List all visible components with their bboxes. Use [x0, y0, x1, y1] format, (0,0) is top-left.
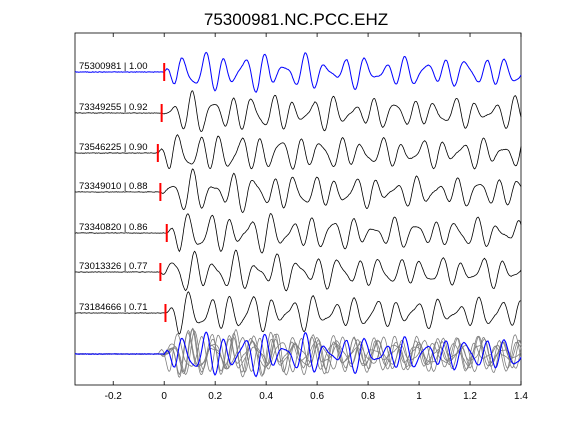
trace-line	[74, 168, 522, 214]
x-tick-label: 0.4	[259, 391, 273, 402]
trace-line	[74, 134, 522, 170]
x-tick-label: 1.2	[463, 391, 477, 402]
chart-title: 75300981.NC.PCC.EHZ	[204, 10, 388, 29]
trace-label: 73184666 | 0.71	[79, 302, 148, 313]
trace-label: 73349255 | 0.92	[79, 102, 148, 113]
plot-frame	[74, 32, 522, 386]
trace-line	[74, 90, 522, 132]
x-tick-label: 1	[416, 391, 422, 402]
trace-label: 73349010 | 0.88	[79, 181, 148, 192]
x-tick-label: 1.4	[514, 391, 528, 402]
trace-line	[74, 249, 522, 292]
trace-label: 73013326 | 0.77	[79, 261, 148, 272]
x-tick-label: 0.2	[208, 391, 222, 402]
traces-group: 75300981 | 1.00 73349255 | 0.92 73546225 |…	[74, 51, 522, 335]
trace-line	[75, 51, 522, 94]
x-tick-label: -0.2	[105, 391, 123, 402]
stack-group	[74, 327, 522, 378]
x-tick-label: 0.6	[310, 391, 324, 402]
trace-line	[74, 213, 522, 254]
x-tick-label: 0.8	[361, 391, 375, 402]
stack-trace	[74, 331, 522, 378]
trace-label: 73546225 | 0.90	[79, 142, 148, 153]
trace-line	[75, 291, 522, 335]
x-axis: -0.2 0 0.2 0.4 0.6 0.8 1 1.2 1.4	[105, 33, 528, 402]
trace-label: 73340820 | 0.86	[79, 222, 148, 233]
x-tick-label: 0	[161, 391, 167, 402]
trace-label: 75300981 | 1.00	[79, 61, 148, 72]
